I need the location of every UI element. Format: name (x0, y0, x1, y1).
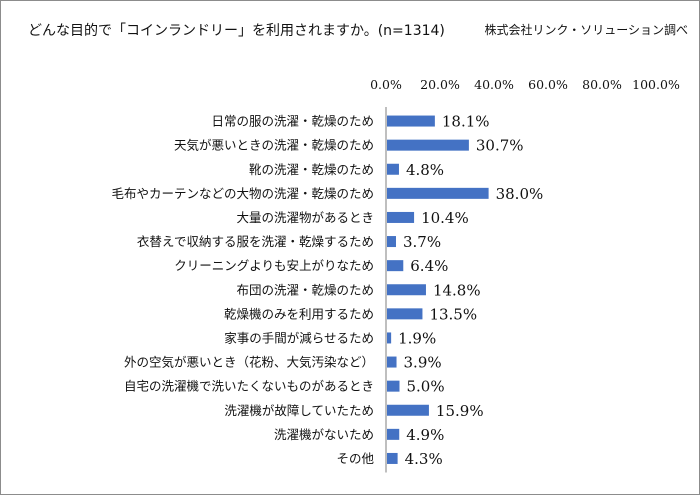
x-tick-label: 20.0% (420, 77, 460, 92)
x-tick-label: 60.0% (528, 77, 568, 92)
chart-source: 株式会社リンク・ソリューション調べ (484, 23, 688, 37)
category-label: 洗濯機がないため (274, 427, 374, 442)
bar (387, 211, 415, 223)
bar (387, 356, 397, 368)
category-labels: 日常の服の洗濯・乾燥のため天気が悪いときの洗濯・乾燥のため靴の洗濯・乾燥のため毛… (111, 114, 374, 466)
category-label: 日常の服の洗濯・乾燥のため (211, 114, 374, 129)
value-label: 10.4% (421, 209, 469, 227)
category-label: 大量の洗濯物があるとき (236, 210, 374, 225)
value-label: 15.9% (436, 402, 484, 420)
bars (387, 115, 489, 464)
category-label: 天気が悪いときの洗濯・乾燥のため (174, 138, 374, 153)
category-label: 洗濯機が故障していたため (224, 403, 374, 418)
value-label: 30.7% (476, 137, 524, 155)
category-label: 毛布やカーテンなどの大物の洗濯・乾燥のため (111, 186, 374, 201)
bar (387, 236, 396, 248)
category-label: 靴の洗濯・乾燥のため (249, 162, 374, 177)
x-tick-label: 100.0% (632, 77, 680, 92)
value-label: 4.9% (406, 426, 444, 444)
bar (387, 187, 489, 199)
category-label: 外の空気が悪いとき（花粉、大気汚染など） (124, 355, 374, 370)
bar (387, 404, 429, 416)
category-label: 布団の洗濯・乾燥のため (236, 282, 374, 297)
bar (387, 308, 423, 320)
chart-title: どんな目的で「コインランドリー」を利用されますか。(n=1314) (28, 23, 445, 39)
category-label: 乾燥機のみを利用するため (224, 306, 374, 321)
bar (387, 332, 392, 344)
value-label: 14.8% (433, 281, 481, 299)
bar (387, 428, 400, 440)
x-tick-label: 40.0% (474, 77, 514, 92)
x-tick-label: 80.0% (582, 77, 622, 92)
value-label: 1.9% (398, 329, 436, 347)
x-tick-label: 0.0% (370, 77, 402, 92)
bar (387, 163, 399, 175)
value-label: 3.9% (404, 354, 442, 372)
category-label: 自宅の洗濯機で洗いたくないものがあるとき (124, 379, 374, 394)
bar (387, 260, 404, 272)
value-label: 4.3% (405, 450, 443, 468)
value-label: 6.4% (410, 257, 448, 275)
category-label: クリーニングよりも安上がりなため (174, 258, 374, 273)
bar (387, 452, 398, 464)
value-label: 5.0% (407, 378, 445, 396)
category-label: その他 (336, 451, 374, 466)
category-label: 家事の手間が減らせるため (224, 330, 374, 345)
value-label: 38.0% (496, 185, 544, 203)
value-label: 3.7% (403, 233, 441, 251)
bar (387, 115, 435, 127)
value-label: 13.5% (429, 305, 477, 323)
value-label: 18.1% (442, 113, 490, 131)
bar (387, 380, 400, 392)
value-labels: 18.1% 30.7% 4.8% 38.0% 10.4% 3.7% 6.4% 14.8% 13.… (398, 113, 543, 468)
bar (387, 139, 469, 151)
category-label: 衣替えで収納する服を洗濯・乾燥するため (137, 234, 374, 249)
x-axis-ticks: 0.0% 20.0% 40.0% 60.0% 80.0% 100.0% (370, 77, 680, 92)
value-label: 4.8% (406, 161, 444, 179)
bar (387, 284, 426, 296)
